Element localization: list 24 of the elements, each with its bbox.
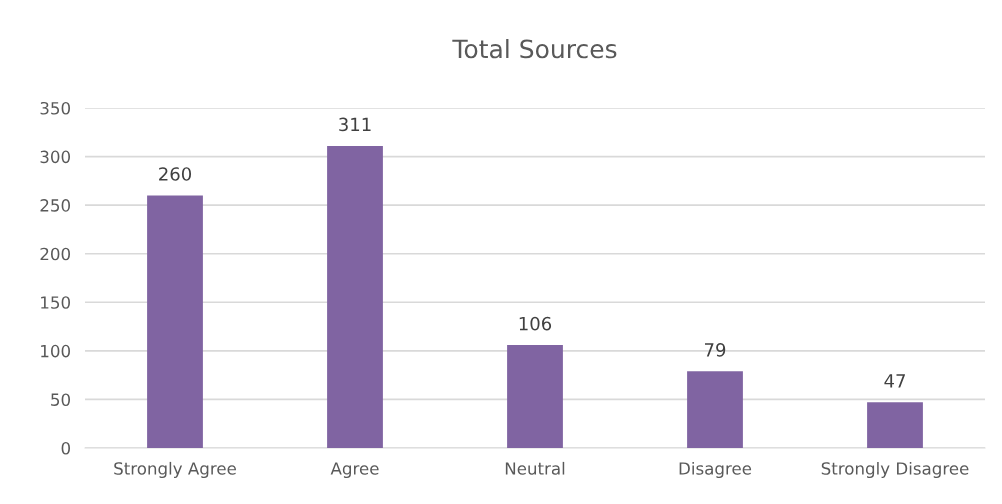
- bar: [687, 371, 743, 448]
- x-tick-label: Disagree: [679, 461, 752, 479]
- y-tick-label: 300: [40, 150, 70, 164]
- y-tick-label: 200: [40, 247, 70, 261]
- x-tick-label: Strongly Disagree: [821, 461, 969, 479]
- y-tick-label: 0: [61, 441, 70, 455]
- data-label: 311: [339, 117, 371, 132]
- data-label: 260: [159, 167, 192, 181]
- data-label: 47: [884, 374, 905, 388]
- x-tick-label: Neutral: [505, 461, 565, 475]
- chart-title: Total Sources: [452, 39, 617, 59]
- data-label: 106: [519, 316, 552, 331]
- x-tick-label: Agree: [330, 462, 379, 479]
- bar: [147, 195, 203, 448]
- bar: [327, 145, 383, 448]
- y-tick-label: 50: [51, 393, 70, 406]
- data-label: 79: [704, 342, 726, 357]
- y-tick-label: 100: [41, 344, 70, 358]
- y-tick-label: 150: [41, 296, 70, 309]
- y-tick-label: 350: [40, 101, 70, 115]
- y-tick-label: 250: [40, 199, 70, 212]
- bar: [867, 402, 923, 448]
- bar: [507, 345, 563, 448]
- x-tick-label: Strongly Agree: [114, 461, 236, 479]
